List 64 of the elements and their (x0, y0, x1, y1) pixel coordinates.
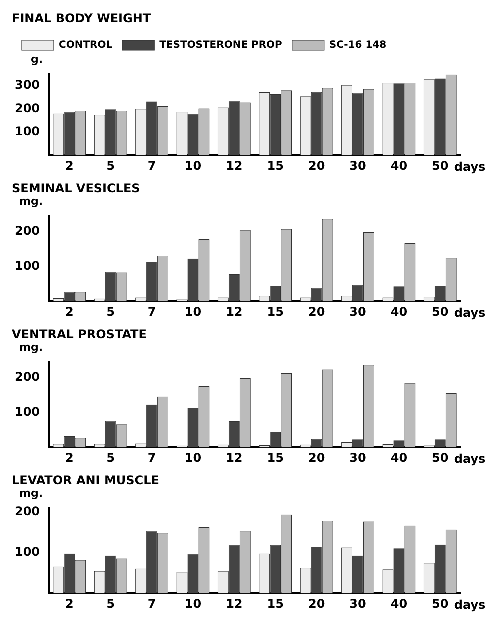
x-tick-label: 10 (184, 304, 202, 319)
x-axis-title: days (454, 598, 486, 612)
x-tick-label: 2 (65, 304, 74, 319)
chart-title: SEMINAL VESICLES (12, 181, 140, 196)
x-tick-label: 40 (390, 450, 408, 465)
x-axis-title: days (454, 452, 486, 466)
y-tick-label: 200 (14, 370, 40, 384)
x-tick-label: 2 (65, 158, 74, 173)
x-tick-label: 50 (432, 596, 449, 611)
y-tick-label: 100 (14, 404, 40, 419)
x-tick-label: 7 (148, 596, 156, 611)
y-tick-label: 100 (14, 124, 40, 139)
x-tick-label: 40 (390, 158, 408, 173)
y-tick-label: 100 (14, 258, 40, 273)
legend-label: SC-16 148 (329, 40, 387, 51)
x-tick-label: 2 (65, 450, 74, 465)
x-tick-label: 40 (390, 596, 408, 611)
x-tick-label: 10 (184, 158, 202, 173)
y-axis-title: mg. (20, 486, 44, 500)
y-tick-label: 200 (14, 224, 40, 238)
chart-title: LEVATOR ANI MUSCLE (12, 473, 160, 488)
x-tick-label: 7 (148, 304, 156, 319)
x-tick-label: 2 (65, 596, 74, 611)
x-tick-label: 15 (267, 596, 284, 611)
y-axis-title: mg. (20, 340, 44, 354)
x-tick-label: 5 (106, 304, 116, 319)
x-axis-title: days (454, 306, 486, 320)
x-tick-label: 20 (308, 158, 326, 173)
x-tick-label: 10 (184, 596, 202, 611)
x-tick-label: 12 (226, 450, 243, 465)
chart-title: VENTRAL PROSTATE (12, 327, 147, 342)
x-tick-label: 20 (308, 596, 326, 611)
x-tick-label: 20 (308, 450, 326, 465)
x-tick-label: 12 (226, 596, 243, 611)
x-tick-label: 30 (350, 596, 366, 611)
x-tick-label: 7 (148, 158, 156, 173)
x-tick-label: 20 (308, 304, 326, 319)
x-tick-label: 5 (106, 450, 116, 465)
x-tick-label: 15 (267, 450, 284, 465)
y-axis-title: mg. (20, 194, 44, 208)
x-tick-label: 50 (432, 450, 449, 465)
x-tick-label: 30 (350, 158, 366, 173)
x-tick-label: 50 (432, 158, 449, 173)
y-tick-label: 200 (14, 101, 40, 116)
x-tick-label: 5 (106, 158, 116, 173)
x-tick-label: 50 (432, 304, 449, 319)
y-tick-label: 100 (14, 545, 40, 560)
x-tick-label: 10 (184, 450, 202, 465)
chart-title: FINAL BODY WEIGHT (12, 11, 152, 26)
x-tick-label: 15 (267, 158, 284, 173)
x-tick-label: 40 (390, 304, 408, 319)
x-tick-label: 5 (106, 596, 116, 611)
legend-label: CONTROL (59, 40, 114, 51)
x-tick-label: 12 (226, 158, 243, 173)
x-tick-label: 12 (226, 304, 243, 319)
x-tick-label: 15 (267, 304, 284, 319)
x-tick-label: 30 (350, 304, 366, 319)
y-tick-label: 300 (14, 78, 40, 92)
x-tick-label: 7 (148, 450, 156, 465)
y-tick-label: 200 (14, 504, 40, 519)
y-axis-title: g. (30, 52, 44, 66)
x-axis-title: days (454, 160, 486, 174)
legend-label: TESTOSTERONE PROP (160, 40, 282, 51)
x-tick-label: 30 (350, 450, 366, 465)
